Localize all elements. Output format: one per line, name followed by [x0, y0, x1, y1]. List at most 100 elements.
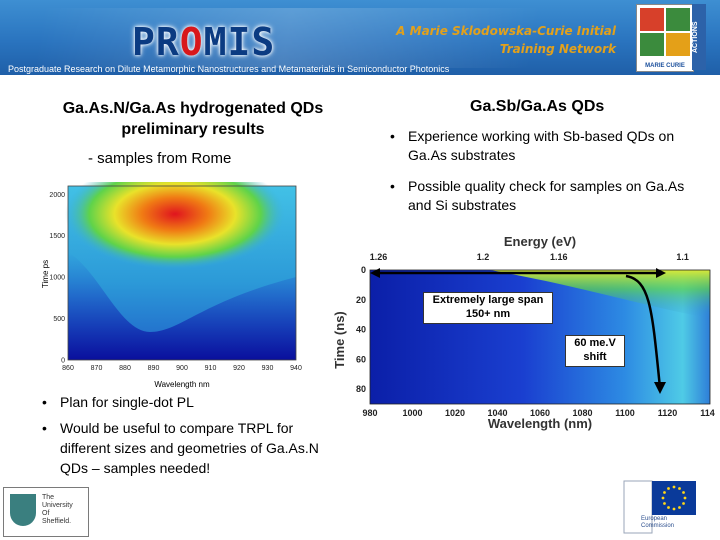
marie-curie-portraits [640, 8, 690, 56]
shift-arrowhead [654, 382, 666, 394]
right-x-axis-label: Wavelength (nm) [488, 416, 592, 431]
banner-subtitle: Postgraduate Research on Dilute Metamorp… [8, 64, 450, 74]
span-callout-line-1: Extremely large span [432, 294, 544, 306]
x-tick-label: 920 [233, 365, 245, 372]
x-tick-label: 900 [176, 365, 188, 372]
x-tick-label: 1120 [658, 408, 678, 418]
right-plot-area [369, 268, 711, 405]
right-y-ticks: 0 20 40 60 80 [356, 265, 366, 394]
y-tick-label: 20 [356, 295, 366, 305]
top-tick-label: 1.26 [370, 252, 388, 262]
left-title: Ga.As.N/Ga.As hydrogenated QDs prelimina… [28, 98, 358, 140]
eu-star-icon [672, 485, 676, 489]
left-bullet-1: Plan for single-dot PL [42, 392, 342, 412]
portrait-tile [640, 33, 664, 56]
eu-star-icon [678, 487, 681, 490]
x-tick-label: 890 [148, 365, 160, 372]
shift-curve [625, 274, 662, 389]
eu-star-icon [683, 496, 687, 500]
x-tick-label: 930 [262, 365, 274, 372]
heatmap-frame [67, 185, 297, 361]
portrait-tile [666, 33, 690, 56]
y-tick-label: 1000 [49, 275, 65, 282]
x-tick-label: 980 [362, 408, 377, 418]
top-tick-label: 1.1 [676, 252, 689, 262]
network-line-1: A Marie Sklodowska-Curie Initial [396, 24, 616, 38]
network-tagline: A Marie Sklodowska-Curie Initial Trainin… [396, 22, 616, 58]
top-tick-label: 1.2 [477, 252, 490, 262]
eu-star-icon [682, 502, 685, 505]
right-y-axis-label: Time (ns) [332, 311, 347, 369]
eu-star-icon [682, 491, 685, 494]
y-tick-label: 40 [356, 325, 366, 335]
right-title: Ga.Sb/Ga.As QDs [470, 98, 605, 115]
shift-callout-line-1: 60 me.V [574, 337, 616, 349]
eu-star-icon [672, 507, 676, 511]
ec-line-2: Commission [641, 523, 675, 529]
european-commission-logo [623, 480, 696, 534]
left-bullet-list: Plan for single-dot PL Would be useful t… [42, 392, 342, 484]
sheffield-line-1: The [42, 494, 55, 501]
right-top-axis-label: Energy (eV) [504, 234, 576, 249]
y-tick-label: 60 [356, 354, 366, 364]
x-tick-label: 1100 [615, 408, 635, 418]
logo-text-pre: PR [132, 20, 180, 64]
span-arrowhead-right [656, 268, 666, 278]
x-tick-label: 1000 [402, 408, 422, 418]
right-bullet-2: Possible quality check for samples on Ga… [390, 177, 710, 215]
eu-star-icon [661, 496, 665, 500]
eu-stars [661, 485, 687, 511]
trpl-bright-region [490, 270, 710, 318]
y-tick-label: 2000 [49, 192, 65, 199]
heatmap-hot-region [65, 182, 285, 269]
banner-decoration [0, 8, 720, 68]
ec-line-1: European [641, 516, 668, 522]
x-tick-label: 940 [290, 365, 302, 372]
shift-callout-line-2: shift [583, 351, 607, 363]
marie-curie-label: MARIE CURIE [645, 63, 685, 69]
sheffield-line-3: Of [42, 510, 50, 517]
heatmap-cool-region [68, 252, 296, 360]
left-y-axis-label: Time ps [41, 260, 50, 288]
x-tick-label: 860 [62, 365, 74, 372]
left-bullet-2: Would be useful to compare TRPL for diff… [42, 418, 342, 478]
y-tick-label: 80 [356, 384, 366, 394]
right-bullet-1: Experience working with Sb-based QDs on … [390, 127, 710, 165]
logo-text-post: MIS [203, 20, 276, 64]
top-tick-label: 1.16 [550, 252, 568, 262]
x-tick-label: 1060 [530, 408, 550, 418]
left-x-axis-label: Wavelength nm [154, 380, 210, 389]
eu-star-icon [663, 491, 666, 494]
sheffield-line-2: University [42, 502, 73, 509]
eu-star-icon [678, 506, 681, 509]
portrait-tile [666, 8, 690, 31]
x-tick-label: 870 [91, 365, 103, 372]
network-line-2: Training Network [499, 42, 616, 56]
y-tick-label: 1500 [49, 233, 65, 240]
left-subtitle: - samples from Rome [88, 150, 232, 167]
logo-text-o: O [179, 20, 204, 64]
right-top-ticks: 1.26 1.2 1.16 1.1 [370, 252, 689, 262]
shift-callout: 60 me.V shift [565, 335, 625, 367]
marie-curie-logo: MARIE CURIE [636, 4, 694, 72]
eu-star-icon [667, 506, 670, 509]
y-tick-label: 500 [53, 316, 65, 323]
eu-star-icon [667, 487, 670, 490]
left-title-line-1: Ga.As.N/Ga.As hydrogenated QDs [62, 100, 324, 117]
portrait-tile [640, 8, 664, 31]
sheffield-crest-icon [10, 494, 36, 526]
left-title-line-2: preliminary results [121, 121, 265, 138]
left-x-ticks: 860 870 880 890 900 910 920 930 940 [62, 365, 302, 372]
x-tick-label: 880 [119, 365, 131, 372]
header-banner: PROMIS A Marie Sklodowska-Curie Initial … [0, 0, 720, 75]
actions-label: ACTIONS [692, 4, 706, 70]
trpl-frame [369, 269, 711, 405]
y-tick-label: 0 [61, 358, 65, 365]
x-tick-label: 1080 [572, 408, 592, 418]
eu-star-icon [663, 502, 666, 505]
right-bullet-list: Experience working with Sb-based QDs on … [390, 127, 710, 227]
x-tick-label: 1040 [487, 408, 507, 418]
